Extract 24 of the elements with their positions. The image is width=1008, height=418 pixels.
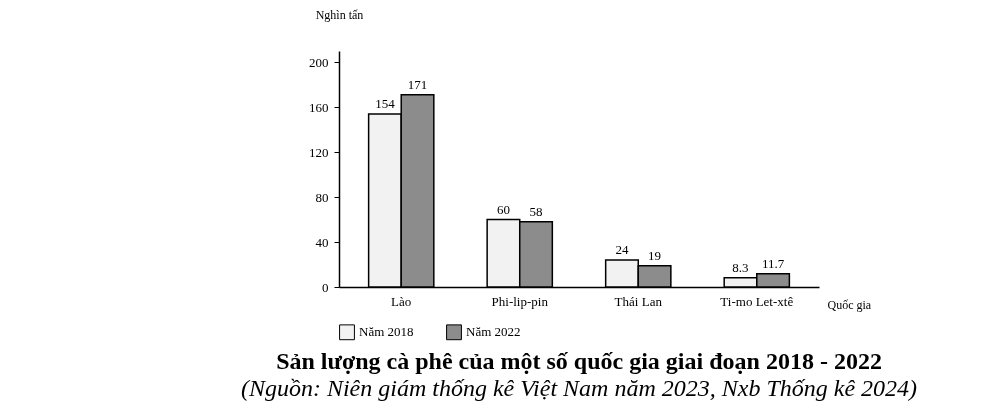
y-tick-label: 40 [315, 234, 329, 250]
data-label: 154 [375, 95, 396, 111]
x-tick-label: Lào [391, 293, 412, 309]
text: (Nguồn: Niên giám thống kê Việt Nam năm 2023, Nxb Thống kê 2024) [240, 375, 918, 401]
data-label: 60 [496, 201, 510, 217]
data-label: 24 [615, 242, 629, 258]
y-tick-label: 80 [315, 189, 329, 205]
x-axis-title: Quốc gia [827, 297, 872, 312]
y-axis-title: Nghìn tấn [315, 7, 364, 22]
legend-label: Năm 2018 [359, 324, 414, 340]
data-label: 171 [407, 76, 428, 92]
y-tick-label: 200 [309, 54, 329, 70]
x-tick-label: Thái Lan [614, 293, 663, 309]
data-label: 8.3 [732, 259, 749, 275]
y-tick-label: 120 [309, 144, 329, 160]
x-tick-label: Phi-lip-pin [491, 293, 549, 309]
text: Sản lượng cà phê của một số quốc gia giai đoạn 2018 - 2022 [276, 348, 882, 374]
data-label: 11.7 [761, 255, 785, 271]
y-tick-label: 160 [309, 99, 329, 115]
x-tick-label: Ti-mo Let-xtê [720, 293, 794, 309]
y-tick-label: 0 [322, 279, 329, 295]
data-label: 19 [648, 247, 662, 263]
data-label: 58 [529, 203, 543, 219]
legend-label: Năm 2022 [466, 324, 521, 340]
